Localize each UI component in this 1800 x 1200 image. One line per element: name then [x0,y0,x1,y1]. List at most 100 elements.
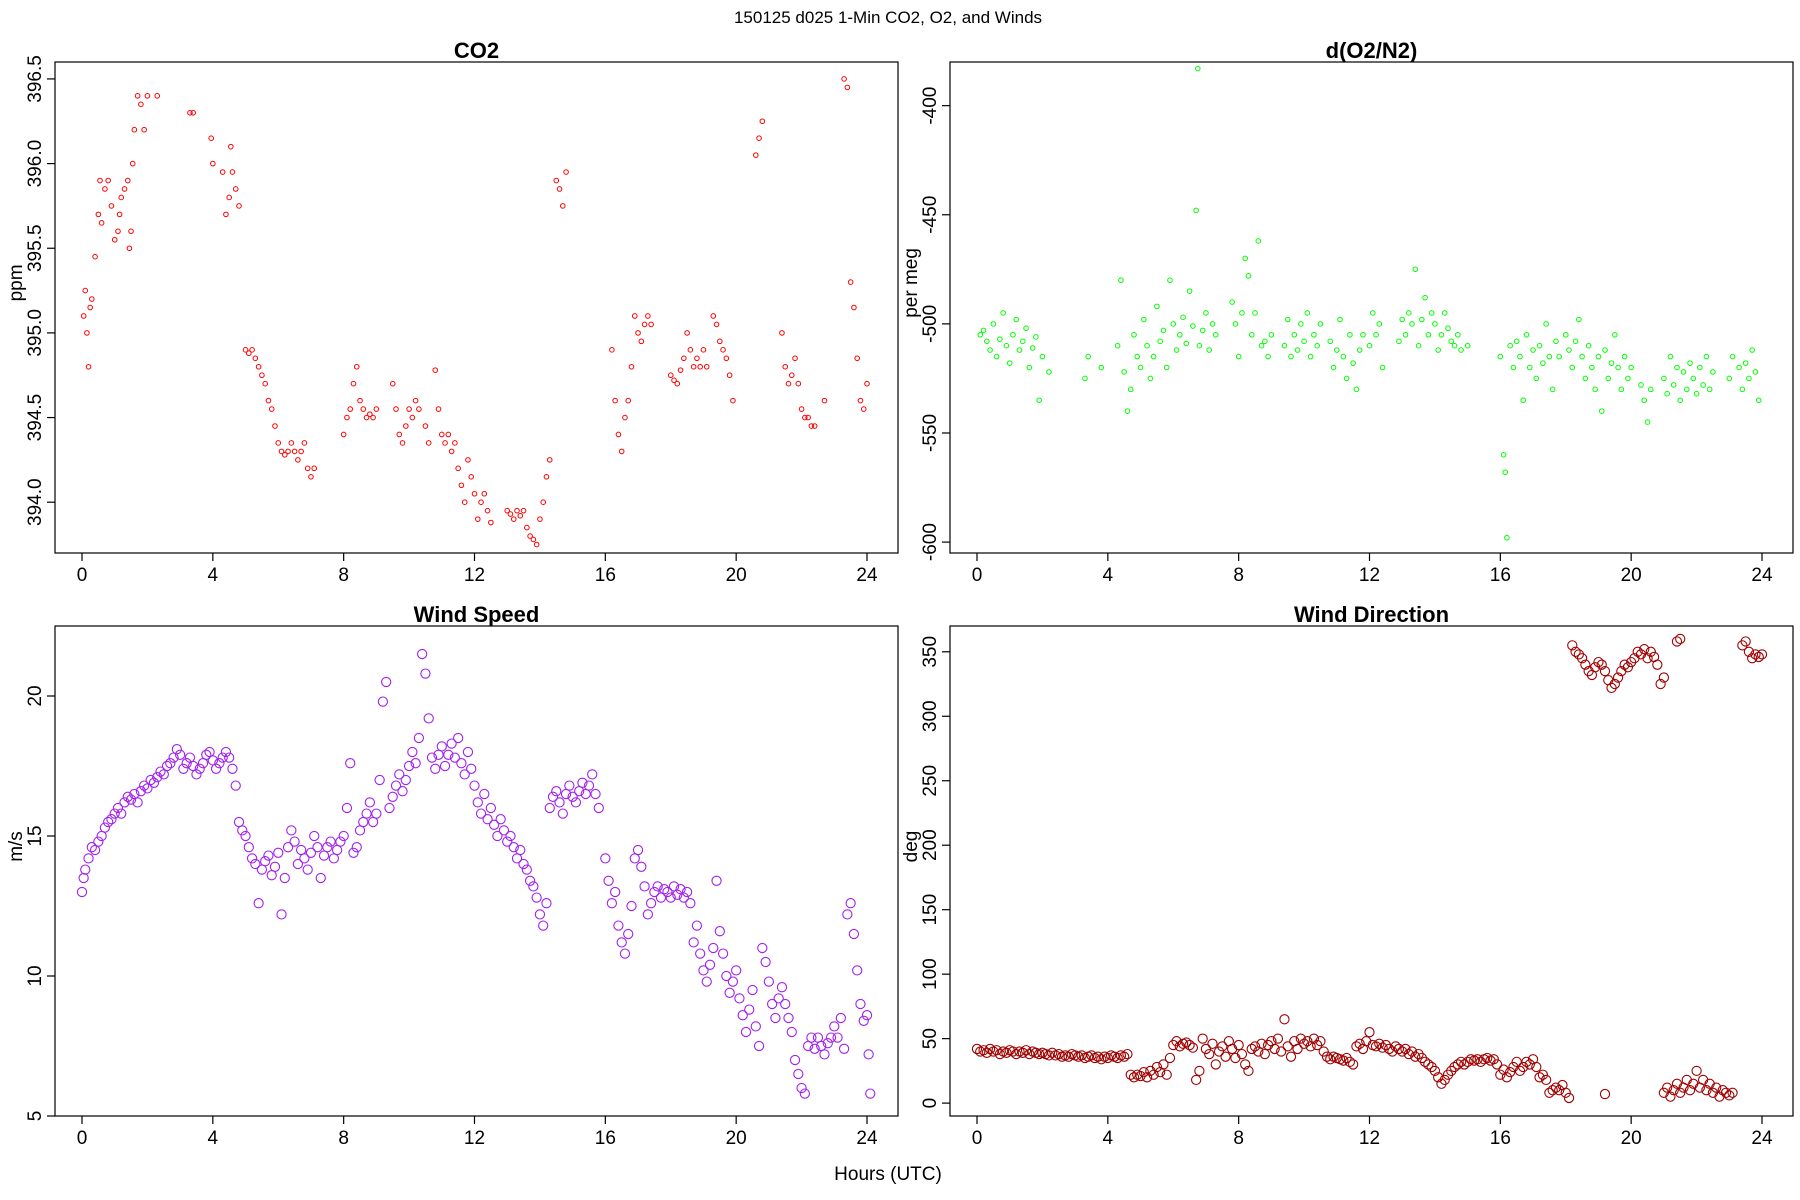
data-point [1158,1059,1169,1070]
data-point [265,397,272,404]
data-point [1472,1054,1483,1065]
data-point [1147,375,1154,382]
data-point [262,380,268,387]
data-point [744,1004,755,1015]
data-point [302,864,313,875]
data-point [86,842,97,853]
data-point [403,423,409,429]
data-point [514,507,520,514]
data-point [141,126,147,133]
data-point [131,126,138,133]
data-point [1697,364,1703,371]
y-axis-label: ppm [6,264,27,301]
data-point [779,330,785,336]
data-point [367,816,379,828]
data-point [1082,375,1088,382]
data-point [1511,1056,1522,1067]
data-point [341,802,353,814]
data-point [461,499,468,506]
data-point [1658,672,1670,683]
data-point [488,519,494,526]
data-point [1618,386,1625,393]
x-tick-label: 0 [77,1128,88,1149]
data-point [1628,364,1634,371]
data-point [335,836,346,847]
data-point [1255,238,1262,244]
data-point [1701,1085,1712,1096]
data-point [105,177,111,184]
data-point [802,414,808,421]
data-point [538,920,549,931]
data-point [1504,534,1510,541]
data-point [420,668,431,679]
data-point [370,414,376,421]
data-point [1413,1048,1424,1060]
y-tick-label: -600 [920,523,941,561]
data-point [1675,1087,1686,1098]
x-tick-label: 24 [1751,565,1773,586]
data-point [1272,1033,1284,1044]
data-point [805,414,811,421]
data-point [697,363,703,370]
data-point [618,448,625,455]
data-point [279,872,290,884]
data-point [1455,1056,1467,1067]
data-point [1433,1072,1444,1083]
data-point [309,830,320,842]
data-point [1553,338,1559,345]
data-point [1204,1048,1215,1060]
data-point [129,160,136,167]
data-point [832,1032,843,1043]
data-point [1562,331,1569,338]
data-point [1184,1039,1195,1051]
data-point [1327,338,1334,345]
data-point [276,909,287,920]
data-point [1344,1056,1356,1067]
panel-title: CO2 [454,38,499,63]
data-point [92,253,98,260]
x-tick-label: 0 [972,565,983,586]
data-point [1301,338,1307,345]
data-point [295,457,301,463]
data-point [1203,310,1209,316]
data-point [459,769,470,780]
data-point [1239,310,1245,316]
data-point [1374,1038,1385,1049]
data-point [178,763,189,774]
data-point [860,406,867,412]
data-point [1011,1048,1022,1060]
data-point [587,769,598,780]
data-point [227,763,238,774]
data-point [785,380,792,387]
data-point [1085,353,1092,360]
data-point [851,304,857,311]
data-point [600,853,611,864]
data-point [318,850,330,861]
panel-wind-direction: Wind Direction deg 0 4 8 12 16 20 24 0 50 100 150 200… [901,602,1794,1149]
data-point [835,1012,846,1024]
data-point [1212,331,1219,338]
data-point [1619,659,1630,670]
data-point [1167,277,1173,284]
data-point [161,760,173,772]
data-point [1170,321,1177,327]
data-point [229,169,236,175]
data-point [315,872,326,884]
data-point [1524,1059,1535,1070]
data-point [1304,310,1311,316]
data-point [1353,386,1360,393]
data-point [1423,1059,1434,1070]
data-point [1514,1065,1526,1077]
data-point [861,1010,873,1021]
data-point [1566,347,1572,353]
data-point [389,380,396,387]
data-point [1242,255,1249,262]
data-point [1317,321,1324,327]
data-point [1387,1046,1398,1057]
data-point [695,948,706,959]
data-point [713,321,720,328]
data-point [1576,653,1588,664]
data-point [344,414,350,421]
data-point [1446,1065,1457,1077]
